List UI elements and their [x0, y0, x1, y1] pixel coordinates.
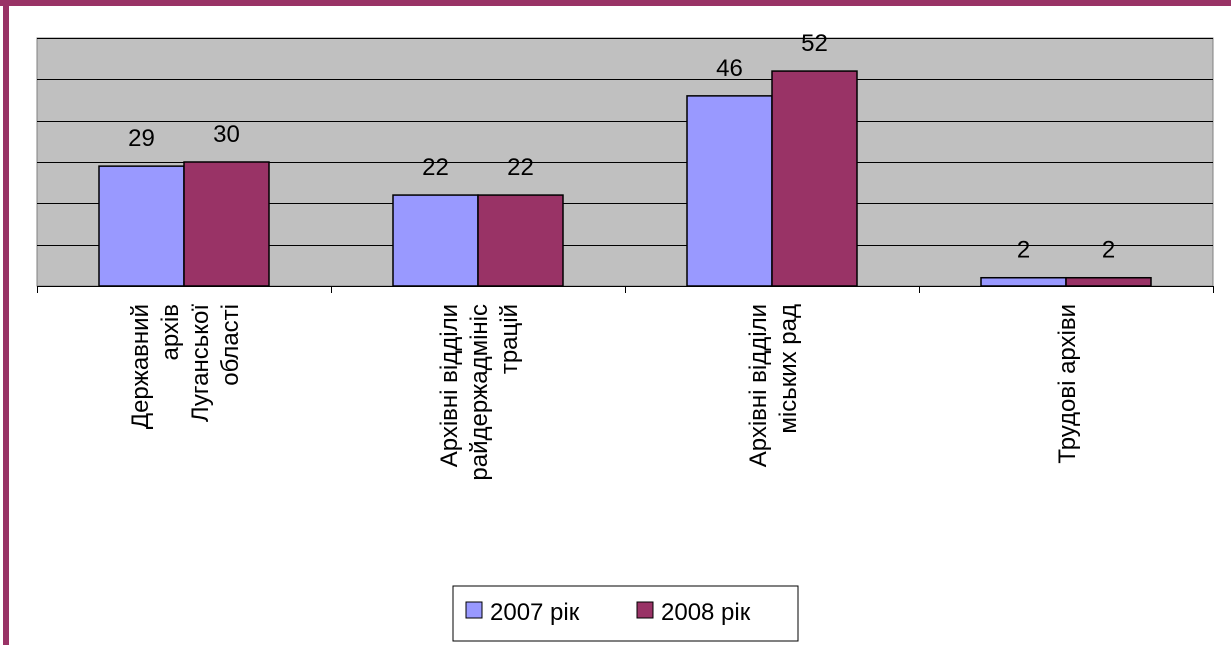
data-label: 52 [801, 30, 828, 57]
legend-label: 2008 рік [661, 599, 751, 626]
category-labels: Державний архів Луганської області Архівні в… [127, 304, 1081, 481]
category-label: міських рад [775, 304, 802, 434]
legend: 2007 рік 2008 рік [452, 585, 799, 642]
bar [686, 95, 773, 287]
category-label: трацій [496, 304, 523, 374]
category-label: архів [157, 304, 184, 361]
bar [771, 70, 858, 287]
bar [1065, 276, 1152, 287]
data-label: 30 [213, 121, 240, 148]
legend-label: 2007 рік [490, 599, 580, 626]
data-label: 46 [716, 55, 743, 82]
bar [183, 161, 270, 287]
frame-left-border [3, 0, 9, 645]
legend-box [452, 585, 799, 642]
data-label: 2 [1017, 237, 1030, 264]
data-label: 29 [128, 125, 155, 152]
category-label: Державний [127, 304, 154, 429]
category-label: Луганської [187, 304, 214, 422]
data-label: 2 [1102, 237, 1115, 264]
category-label: області [217, 304, 244, 386]
category-label: Архівні відділи [436, 304, 463, 467]
data-label: 22 [507, 154, 534, 181]
frame-top-border [0, 0, 1231, 6]
data-label: 22 [422, 154, 449, 181]
legend-swatch [636, 601, 654, 619]
legend-swatch [465, 601, 483, 619]
bar [392, 194, 479, 287]
category-label: райдержадмініс [466, 304, 493, 481]
bar [477, 194, 564, 287]
bar [980, 276, 1067, 287]
category-label: Архівні відділи [745, 304, 772, 467]
bars [98, 70, 1152, 287]
bar [98, 165, 185, 287]
category-label: Трудові архіви [1054, 304, 1081, 464]
